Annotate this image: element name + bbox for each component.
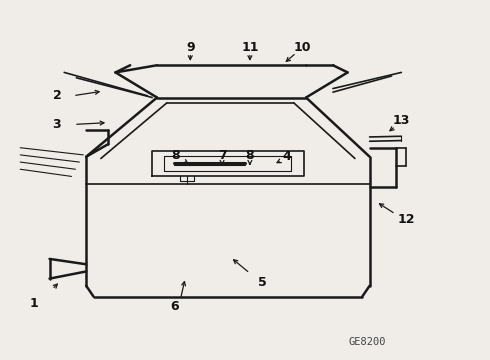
Text: 8: 8	[245, 149, 254, 162]
Text: 6: 6	[170, 300, 178, 313]
Text: 5: 5	[258, 276, 267, 289]
Text: 13: 13	[392, 114, 410, 127]
Text: 10: 10	[294, 41, 312, 54]
Text: 11: 11	[241, 41, 259, 54]
Text: 4: 4	[282, 150, 291, 163]
Text: 1: 1	[29, 297, 38, 310]
Text: 8: 8	[172, 149, 180, 162]
Text: 9: 9	[186, 41, 195, 54]
Text: 3: 3	[52, 118, 61, 131]
Text: 2: 2	[52, 89, 61, 102]
Text: 7: 7	[218, 149, 226, 162]
Text: 12: 12	[397, 213, 415, 226]
Text: GE8200: GE8200	[348, 337, 386, 347]
